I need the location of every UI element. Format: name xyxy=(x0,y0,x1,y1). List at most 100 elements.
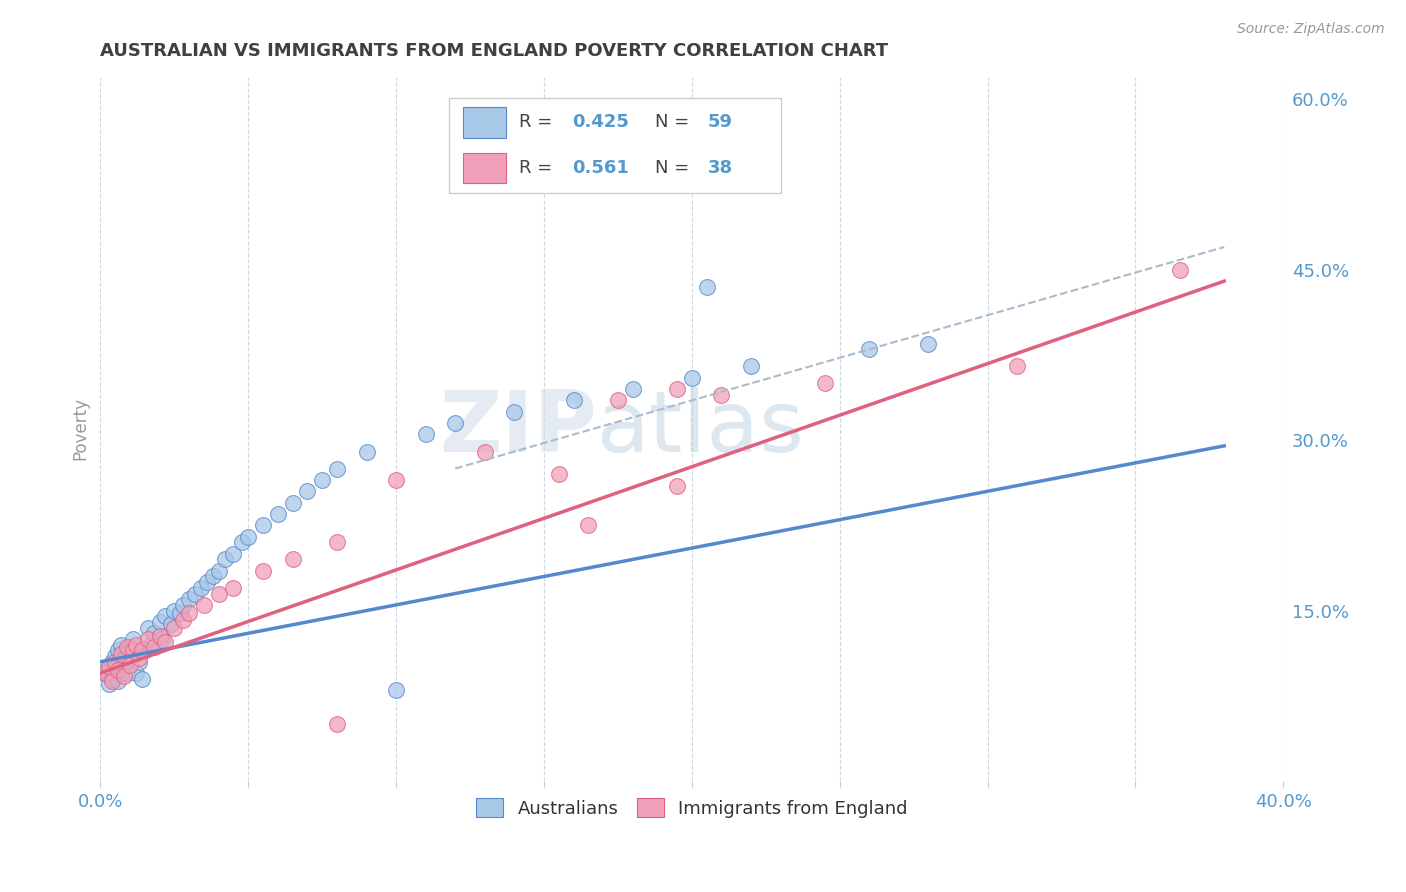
Point xyxy=(326,461,349,475)
Point xyxy=(125,638,148,652)
Point xyxy=(115,666,138,681)
Text: atlas: atlas xyxy=(598,387,806,470)
Point xyxy=(110,638,132,652)
Point xyxy=(136,632,159,646)
Point xyxy=(101,673,124,688)
Point xyxy=(96,666,118,681)
Point xyxy=(96,663,118,677)
Point xyxy=(238,530,260,544)
Point xyxy=(131,672,153,686)
Point xyxy=(118,658,141,673)
Point xyxy=(169,606,191,620)
Point xyxy=(281,552,304,566)
Point xyxy=(112,669,135,683)
Point xyxy=(231,535,253,549)
Point xyxy=(252,564,274,578)
Point xyxy=(503,405,526,419)
Point xyxy=(190,581,212,595)
Point xyxy=(128,651,150,665)
Point xyxy=(115,640,138,654)
Point xyxy=(110,647,132,661)
Point xyxy=(142,640,165,654)
Point xyxy=(184,586,207,600)
Point xyxy=(385,473,408,487)
Point xyxy=(122,632,145,646)
Point xyxy=(696,279,718,293)
Point xyxy=(177,606,200,620)
Point xyxy=(134,643,156,657)
Point xyxy=(112,660,135,674)
Point xyxy=(562,393,585,408)
Point xyxy=(474,444,496,458)
Point xyxy=(98,660,121,674)
Point xyxy=(107,663,129,677)
Point xyxy=(118,640,141,654)
Point xyxy=(125,666,148,681)
Point xyxy=(326,717,349,731)
Point xyxy=(107,673,129,688)
Legend: Australians, Immigrants from England: Australians, Immigrants from England xyxy=(468,791,915,825)
Point xyxy=(814,376,837,391)
Point xyxy=(606,393,628,408)
Point xyxy=(1168,262,1191,277)
Point xyxy=(222,581,245,595)
Point xyxy=(281,496,304,510)
Point xyxy=(101,655,124,669)
Point xyxy=(193,598,215,612)
Text: ZIP: ZIP xyxy=(440,387,598,470)
Text: AUSTRALIAN VS IMMIGRANTS FROM ENGLAND POVERTY CORRELATION CHART: AUSTRALIAN VS IMMIGRANTS FROM ENGLAND PO… xyxy=(100,42,889,60)
Point xyxy=(356,444,378,458)
Point xyxy=(222,547,245,561)
Text: Source: ZipAtlas.com: Source: ZipAtlas.com xyxy=(1237,22,1385,37)
Y-axis label: Poverty: Poverty xyxy=(72,397,89,460)
Point xyxy=(107,643,129,657)
Point xyxy=(110,666,132,681)
Point xyxy=(155,609,177,624)
Point xyxy=(208,564,231,578)
Point xyxy=(267,507,290,521)
Point xyxy=(208,586,231,600)
Point xyxy=(104,669,127,683)
Point xyxy=(666,382,689,396)
Point xyxy=(131,643,153,657)
Point xyxy=(311,473,333,487)
Point xyxy=(172,613,194,627)
Point xyxy=(128,655,150,669)
Point xyxy=(740,359,762,374)
Point xyxy=(195,575,218,590)
Point xyxy=(101,672,124,686)
Point xyxy=(621,382,644,396)
Point xyxy=(297,484,319,499)
Point xyxy=(148,629,170,643)
Point xyxy=(547,467,569,482)
Point xyxy=(91,666,114,681)
Point xyxy=(415,427,437,442)
Point xyxy=(112,651,135,665)
Point xyxy=(326,535,349,549)
Point xyxy=(172,598,194,612)
Point xyxy=(858,343,880,357)
Point xyxy=(710,388,733,402)
Point xyxy=(201,569,224,583)
Point xyxy=(444,416,467,430)
Point xyxy=(122,643,145,657)
Point xyxy=(163,621,186,635)
Point xyxy=(666,478,689,492)
Point xyxy=(177,592,200,607)
Point xyxy=(152,632,174,646)
Point xyxy=(104,655,127,669)
Point xyxy=(155,635,177,649)
Point xyxy=(136,621,159,635)
Point xyxy=(576,518,599,533)
Point xyxy=(148,615,170,629)
Point xyxy=(115,647,138,661)
Point xyxy=(98,677,121,691)
Point xyxy=(917,336,939,351)
Point xyxy=(160,617,183,632)
Point xyxy=(252,518,274,533)
Point xyxy=(104,648,127,663)
Point xyxy=(139,638,162,652)
Point xyxy=(142,626,165,640)
Point xyxy=(1005,359,1028,374)
Point xyxy=(681,370,703,384)
